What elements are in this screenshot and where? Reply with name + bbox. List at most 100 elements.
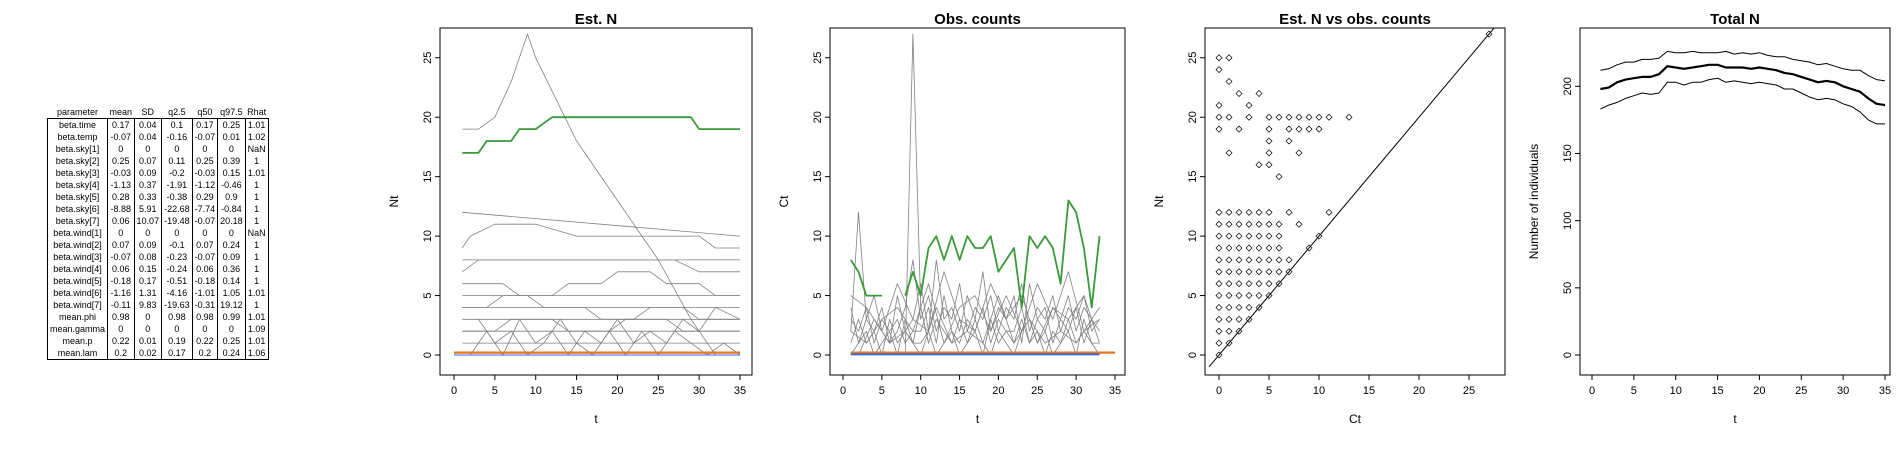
table-row: beta.time 0.17 0.04 0.1 0.17 0.25 1.01 [46, 118, 269, 131]
scatter-point [1255, 280, 1263, 288]
table-cell: 1 [244, 203, 269, 215]
table-cell: -4.16 [161, 287, 193, 299]
scatter-point [1265, 292, 1273, 300]
table-row: beta.wind[6] -1.16 1.31 -4.16 -1.01 1.05 1.01 [46, 287, 269, 299]
scatter-point [1235, 125, 1243, 133]
scatter-point [1215, 351, 1223, 359]
table-cell: beta.sky[1] [46, 143, 109, 155]
x-tick-label: 35 [1109, 385, 1121, 397]
y-axis-label: Nt [1152, 195, 1166, 208]
table-cell: beta.wind[5] [46, 275, 109, 287]
y-tick-label: 25 [422, 52, 434, 64]
scatter-point [1215, 303, 1223, 311]
x-axis-label: t [594, 412, 598, 426]
table-header-row: parameter mean SD q2.5 q50 q97.5 Rhat [48, 106, 269, 119]
scatter-point [1215, 256, 1223, 264]
scatter-point [1245, 292, 1253, 300]
x-axis-label: Ct [1349, 412, 1362, 426]
table-row: beta.sky[2] 0.25 0.07 0.11 0.25 0.39 1 [46, 155, 269, 167]
y-tick-label: 5 [1187, 292, 1199, 298]
scatter-point [1225, 113, 1233, 121]
scatter-point [1245, 303, 1253, 311]
scatter-point [1235, 327, 1243, 335]
series-line [858, 295, 1093, 356]
y-tick-label: 10 [1187, 230, 1199, 242]
scatter-point [1235, 208, 1243, 216]
table-cell: 1.01 [244, 167, 269, 179]
scatter-point [1225, 54, 1233, 62]
scatter-point [1235, 303, 1243, 311]
scatter-point [1255, 292, 1263, 300]
x-tick-label: 30 [693, 385, 705, 397]
scatter-point [1225, 220, 1233, 228]
table-cell: beta.wind[1] [46, 227, 109, 239]
table-cell: 1 [244, 155, 269, 167]
series-line [904, 199, 1101, 309]
table-cell: beta.wind[4] [46, 263, 109, 275]
table-cell: -0.51 [161, 275, 193, 287]
scatter-point [1265, 232, 1273, 240]
table-row: beta.temp -0.07 0.04 -0.16 -0.07 0.01 1.02 [46, 131, 269, 143]
scatter-point [1295, 220, 1303, 228]
x-tick-label: 15 [1711, 385, 1723, 397]
scatter-point [1225, 303, 1233, 311]
table-cell: 1 [244, 263, 269, 275]
x-axis-label: t [976, 412, 980, 426]
series-line [478, 318, 741, 356]
table-cell: 0.11 [161, 155, 193, 167]
series-line [1600, 50, 1886, 82]
table-row: beta.sky[6] -8.88 5.91 -22.68 -7.74 -0.84 1 [46, 203, 269, 215]
series-line [462, 33, 740, 356]
table-cell: 1.01 [244, 311, 269, 323]
table-row: mean.lam 0.2 0.02 0.17 0.2 0.24 1.06 [46, 347, 269, 360]
scatter-point [1255, 220, 1263, 228]
scatter-point [1285, 125, 1293, 133]
y-tick-label: 20 [812, 111, 824, 123]
y-axis-label: Ct [777, 195, 791, 208]
table-cell: -0.2 [161, 167, 193, 179]
table-cell: 1 [244, 299, 269, 311]
y-tick-label: 0 [812, 352, 824, 358]
scatter-point [1215, 125, 1223, 133]
scatter-point [1225, 232, 1233, 240]
scatter-point [1215, 292, 1223, 300]
scatter-point [1215, 339, 1223, 347]
table-cell: beta.sky[4] [46, 179, 109, 191]
scatter-point [1225, 244, 1233, 252]
plot-area [850, 33, 1115, 356]
scatter-point [1305, 244, 1313, 252]
plot-area [1600, 50, 1886, 125]
scatter-point [1275, 244, 1283, 252]
x-tick-label: 15 [570, 385, 582, 397]
scatter-point [1275, 220, 1283, 228]
table-cell: 0.1 [161, 118, 193, 131]
x-tick-label: 30 [1837, 385, 1849, 397]
scatter-point [1245, 220, 1253, 228]
table-cell: 0.19 [161, 335, 193, 347]
scatter-point [1225, 292, 1233, 300]
table-row: beta.sky[3] -0.03 0.09 -0.2 -0.03 0.15 1.01 [46, 167, 269, 179]
scatter-point [1285, 256, 1293, 264]
y-tick-label: 10 [812, 230, 824, 242]
scatter-point [1215, 113, 1223, 121]
scatter-point [1485, 30, 1493, 38]
scatter-point [1325, 208, 1333, 216]
scatter-point [1295, 125, 1303, 133]
column-header: parameter [57, 107, 99, 117]
column-header: mean [109, 107, 133, 117]
scatter-point [1275, 280, 1283, 288]
y-tick-label: 5 [812, 292, 824, 298]
scatter-point [1275, 113, 1283, 121]
scatter-point [1235, 268, 1243, 276]
scatter-point [1315, 125, 1323, 133]
y-tick-label: 200 [1562, 77, 1574, 95]
series-line [850, 271, 1100, 344]
table-cell: mean.lam [46, 347, 109, 360]
scatter-point [1245, 208, 1253, 216]
scatter-point [1285, 137, 1293, 145]
table-cell: mean.gamma [46, 323, 109, 335]
table-row: beta.wind[7] -0.11 9.83 -19.63 -0.31 19.12 1 [46, 299, 269, 311]
scatter-point [1225, 149, 1233, 157]
scatter-point [1255, 256, 1263, 264]
